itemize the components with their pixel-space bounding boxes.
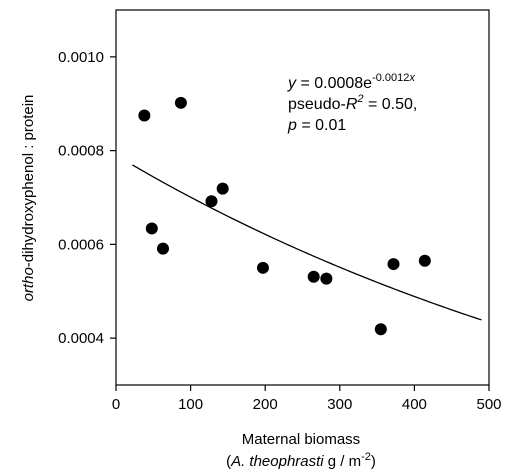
- y-axis-title-rest: -dihydroxyphenol : protein: [20, 95, 37, 268]
- r-squared-value: = 0.50,: [364, 96, 418, 113]
- r-squared-sup: 2: [356, 93, 363, 105]
- p-symbol: p: [287, 117, 297, 134]
- data-point: [138, 109, 151, 122]
- x-axis-title-unit: g / m: [324, 453, 362, 470]
- data-point: [320, 272, 333, 285]
- equation-exponent-x: x: [408, 72, 415, 84]
- x-axis-title-sup: -2: [361, 451, 371, 463]
- x-axis-title-line2: (A. theophrasti g / m-2): [226, 451, 376, 470]
- data-points: [138, 96, 431, 336]
- x-axis-title-line1: Maternal biomass: [242, 431, 360, 448]
- data-point: [174, 96, 187, 109]
- pseudo-r2-line: pseudo-R2 = 0.50,: [288, 93, 417, 113]
- data-point: [374, 323, 387, 336]
- y-tick-label: 0.0010: [58, 49, 104, 66]
- x-axis-title-close: ): [371, 453, 376, 470]
- x-tick-label: 100: [178, 396, 203, 413]
- x-tick-label: 0: [112, 396, 120, 413]
- x-tick-label: 200: [253, 396, 278, 413]
- y-tick-label: 0.0006: [58, 236, 104, 253]
- y-tick-label: 0.0008: [58, 143, 104, 160]
- equation-line: y = 0.0008e-0.0012x: [287, 72, 415, 92]
- data-point: [205, 195, 218, 208]
- data-point: [216, 182, 229, 195]
- p-value-line: p = 0.01: [287, 117, 346, 134]
- data-point: [145, 222, 158, 235]
- fit-curve: [132, 164, 482, 321]
- x-tick-label: 300: [327, 396, 352, 413]
- x-axis-ticks: 0 100 200 300 400 500: [112, 385, 502, 413]
- y-axis-title: ortho-dihydroxyphenol : protein: [20, 95, 37, 302]
- equation-body: = 0.0008e: [296, 75, 372, 92]
- y-axis-title-italic: ortho: [20, 267, 37, 301]
- data-point: [256, 261, 269, 274]
- x-tick-label: 500: [476, 396, 501, 413]
- data-point: [418, 254, 431, 267]
- x-axis-title-species: A. theophrasti: [230, 453, 324, 470]
- data-point: [307, 270, 320, 283]
- x-tick-label: 400: [402, 396, 427, 413]
- plot-frame: [115, 9, 490, 386]
- equation-exponent: -0.0012: [372, 72, 409, 84]
- y-tick-label: 0.0004: [58, 330, 104, 347]
- r-symbol: R: [346, 96, 358, 113]
- y-axis-ticks: 0.0004 0.0006 0.0008 0.0010: [58, 49, 116, 347]
- data-point: [156, 242, 169, 255]
- pseudo-label: pseudo-: [288, 96, 346, 113]
- p-value: = 0.01: [297, 117, 346, 134]
- equation-y: y: [287, 75, 297, 92]
- data-point: [387, 258, 400, 271]
- x-axis-title-open: (: [226, 453, 231, 470]
